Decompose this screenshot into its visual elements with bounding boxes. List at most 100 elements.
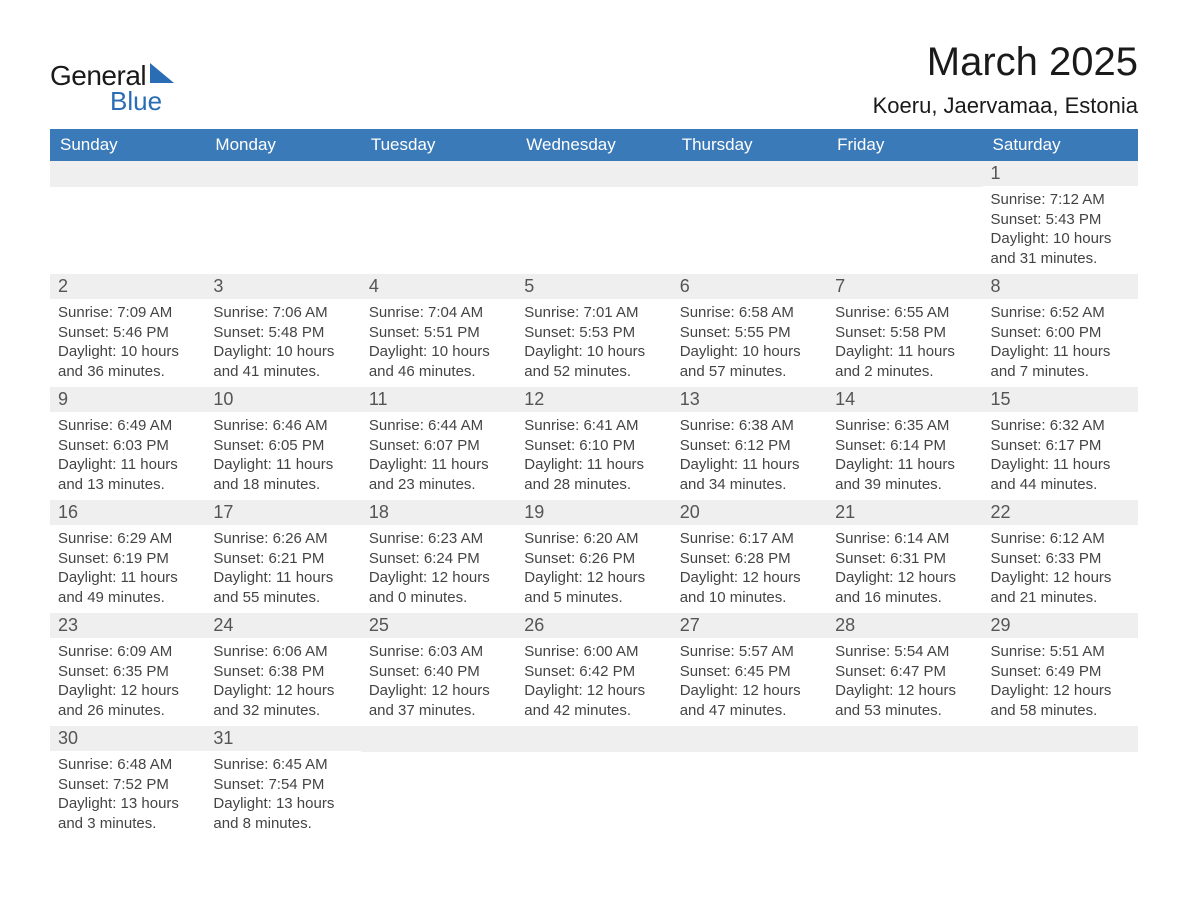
day-details: Sunrise: 6:45 AMSunset: 7:54 PMDaylight:…: [205, 751, 360, 839]
sunrise-text: Sunrise: 5:51 AM: [991, 642, 1130, 662]
day-number: 27: [672, 613, 827, 638]
sunset-text: Sunset: 6:26 PM: [524, 549, 663, 569]
title-block: March 2025 Koeru, Jaervamaa, Estonia: [873, 40, 1138, 119]
calendar-day-cell: 27Sunrise: 5:57 AMSunset: 6:45 PMDayligh…: [672, 613, 827, 726]
daylight-text-1: Daylight: 11 hours: [835, 342, 974, 362]
calendar-day-cell: 13Sunrise: 6:38 AMSunset: 6:12 PMDayligh…: [672, 387, 827, 500]
daylight-text-1: Daylight: 12 hours: [524, 568, 663, 588]
day-number: 11: [361, 387, 516, 412]
sunrise-text: Sunrise: 6:00 AM: [524, 642, 663, 662]
daylight-text-1: Daylight: 12 hours: [680, 681, 819, 701]
sunset-text: Sunset: 6:40 PM: [369, 662, 508, 682]
daylight-text-1: Daylight: 12 hours: [991, 681, 1130, 701]
sunset-text: Sunset: 6:07 PM: [369, 436, 508, 456]
day-number: 4: [361, 274, 516, 299]
calendar-day-cell: 11Sunrise: 6:44 AMSunset: 6:07 PMDayligh…: [361, 387, 516, 500]
sunset-text: Sunset: 6:19 PM: [58, 549, 197, 569]
day-details: Sunrise: 6:49 AMSunset: 6:03 PMDaylight:…: [50, 412, 205, 500]
daylight-text-2: and 49 minutes.: [58, 588, 197, 608]
sunset-text: Sunset: 6:12 PM: [680, 436, 819, 456]
calendar-day-cell: [361, 161, 516, 274]
sunset-text: Sunset: 5:43 PM: [991, 210, 1130, 230]
daylight-text-2: and 44 minutes.: [991, 475, 1130, 495]
day-number: 16: [50, 500, 205, 525]
sunrise-text: Sunrise: 6:52 AM: [991, 303, 1130, 323]
sunrise-text: Sunrise: 5:57 AM: [680, 642, 819, 662]
empty-day-number: [983, 726, 1138, 752]
day-details: Sunrise: 6:03 AMSunset: 6:40 PMDaylight:…: [361, 638, 516, 726]
calendar-day-cell: 19Sunrise: 6:20 AMSunset: 6:26 PMDayligh…: [516, 500, 671, 613]
sunset-text: Sunset: 6:21 PM: [213, 549, 352, 569]
daylight-text-1: Daylight: 10 hours: [680, 342, 819, 362]
empty-day-number: [516, 726, 671, 752]
calendar-day-cell: 26Sunrise: 6:00 AMSunset: 6:42 PMDayligh…: [516, 613, 671, 726]
sunset-text: Sunset: 6:24 PM: [369, 549, 508, 569]
calendar-day-cell: 10Sunrise: 6:46 AMSunset: 6:05 PMDayligh…: [205, 387, 360, 500]
daylight-text-2: and 23 minutes.: [369, 475, 508, 495]
calendar-day-cell: 2Sunrise: 7:09 AMSunset: 5:46 PMDaylight…: [50, 274, 205, 387]
day-details: Sunrise: 6:58 AMSunset: 5:55 PMDaylight:…: [672, 299, 827, 387]
daylight-text-2: and 31 minutes.: [991, 249, 1130, 269]
day-details: Sunrise: 6:52 AMSunset: 6:00 PMDaylight:…: [983, 299, 1138, 387]
day-details: Sunrise: 6:26 AMSunset: 6:21 PMDaylight:…: [205, 525, 360, 613]
day-details: Sunrise: 6:00 AMSunset: 6:42 PMDaylight:…: [516, 638, 671, 726]
day-details: Sunrise: 6:55 AMSunset: 5:58 PMDaylight:…: [827, 299, 982, 387]
calendar-day-cell: 23Sunrise: 6:09 AMSunset: 6:35 PMDayligh…: [50, 613, 205, 726]
day-number: 25: [361, 613, 516, 638]
daylight-text-2: and 52 minutes.: [524, 362, 663, 382]
day-number: 19: [516, 500, 671, 525]
daylight-text-2: and 13 minutes.: [58, 475, 197, 495]
calendar-day-cell: 18Sunrise: 6:23 AMSunset: 6:24 PMDayligh…: [361, 500, 516, 613]
empty-day-body: [827, 187, 982, 267]
sunrise-text: Sunrise: 6:32 AM: [991, 416, 1130, 436]
daylight-text-1: Daylight: 13 hours: [58, 794, 197, 814]
daylight-text-1: Daylight: 12 hours: [369, 681, 508, 701]
day-number: 6: [672, 274, 827, 299]
calendar-day-cell: [827, 726, 982, 839]
day-number: 15: [983, 387, 1138, 412]
daylight-text-2: and 32 minutes.: [213, 701, 352, 721]
sunrise-text: Sunrise: 6:48 AM: [58, 755, 197, 775]
calendar-week-row: 9Sunrise: 6:49 AMSunset: 6:03 PMDaylight…: [50, 387, 1138, 500]
daylight-text-2: and 39 minutes.: [835, 475, 974, 495]
daylight-text-1: Daylight: 12 hours: [369, 568, 508, 588]
daylight-text-1: Daylight: 13 hours: [213, 794, 352, 814]
sunrise-text: Sunrise: 6:06 AM: [213, 642, 352, 662]
day-details: Sunrise: 6:46 AMSunset: 6:05 PMDaylight:…: [205, 412, 360, 500]
daylight-text-2: and 37 minutes.: [369, 701, 508, 721]
day-details: Sunrise: 6:14 AMSunset: 6:31 PMDaylight:…: [827, 525, 982, 613]
calendar-table: SundayMondayTuesdayWednesdayThursdayFrid…: [50, 129, 1138, 839]
day-number: 26: [516, 613, 671, 638]
empty-day-number: [361, 161, 516, 187]
calendar-header-cell: Sunday: [50, 129, 205, 161]
daylight-text-2: and 5 minutes.: [524, 588, 663, 608]
daylight-text-2: and 58 minutes.: [991, 701, 1130, 721]
day-number: 1: [983, 161, 1138, 186]
day-number: 14: [827, 387, 982, 412]
calendar-day-cell: [672, 161, 827, 274]
calendar-day-cell: 20Sunrise: 6:17 AMSunset: 6:28 PMDayligh…: [672, 500, 827, 613]
daylight-text-1: Daylight: 10 hours: [58, 342, 197, 362]
day-details: Sunrise: 7:04 AMSunset: 5:51 PMDaylight:…: [361, 299, 516, 387]
daylight-text-1: Daylight: 12 hours: [835, 681, 974, 701]
daylight-text-2: and 28 minutes.: [524, 475, 663, 495]
sunset-text: Sunset: 6:31 PM: [835, 549, 974, 569]
calendar-day-cell: [516, 726, 671, 839]
day-number: 10: [205, 387, 360, 412]
sunset-text: Sunset: 6:10 PM: [524, 436, 663, 456]
daylight-text-2: and 21 minutes.: [991, 588, 1130, 608]
sunset-text: Sunset: 7:52 PM: [58, 775, 197, 795]
daylight-text-2: and 18 minutes.: [213, 475, 352, 495]
calendar-day-cell: 4Sunrise: 7:04 AMSunset: 5:51 PMDaylight…: [361, 274, 516, 387]
daylight-text-1: Daylight: 11 hours: [991, 342, 1130, 362]
day-details: Sunrise: 6:32 AMSunset: 6:17 PMDaylight:…: [983, 412, 1138, 500]
empty-day-number: [50, 161, 205, 187]
sunrise-text: Sunrise: 6:55 AM: [835, 303, 974, 323]
day-details: Sunrise: 6:09 AMSunset: 6:35 PMDaylight:…: [50, 638, 205, 726]
daylight-text-1: Daylight: 12 hours: [58, 681, 197, 701]
daylight-text-2: and 26 minutes.: [58, 701, 197, 721]
sunset-text: Sunset: 5:55 PM: [680, 323, 819, 343]
calendar-day-cell: 9Sunrise: 6:49 AMSunset: 6:03 PMDaylight…: [50, 387, 205, 500]
sunset-text: Sunset: 6:28 PM: [680, 549, 819, 569]
empty-day-number: [205, 161, 360, 187]
